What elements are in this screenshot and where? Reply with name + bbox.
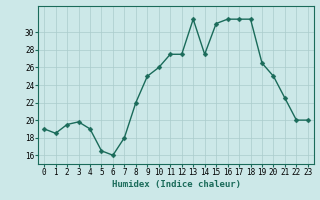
X-axis label: Humidex (Indice chaleur): Humidex (Indice chaleur) [111, 180, 241, 189]
